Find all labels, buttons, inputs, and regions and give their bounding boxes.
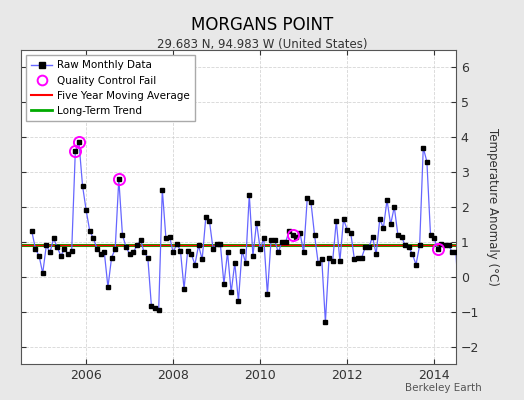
Y-axis label: Temperature Anomaly (°C): Temperature Anomaly (°C) [486,128,498,286]
Text: MORGANS POINT: MORGANS POINT [191,16,333,34]
Text: Berkeley Earth: Berkeley Earth [406,383,482,393]
Legend: Raw Monthly Data, Quality Control Fail, Five Year Moving Average, Long-Term Tren: Raw Monthly Data, Quality Control Fail, … [26,55,195,121]
Text: 29.683 N, 94.983 W (United States): 29.683 N, 94.983 W (United States) [157,38,367,51]
